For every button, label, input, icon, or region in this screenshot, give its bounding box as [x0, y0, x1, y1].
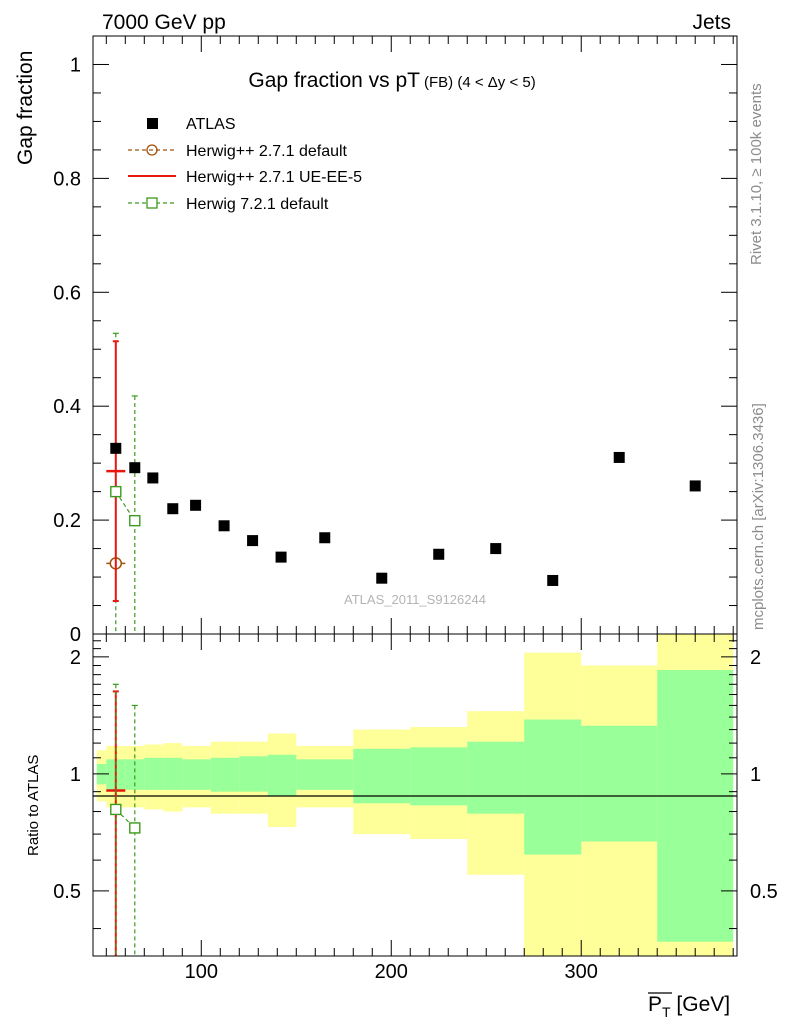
atlas-point — [376, 572, 388, 584]
atlas-point — [110, 442, 122, 454]
ratio-tick-label-right: 1 — [750, 764, 761, 786]
ratio-band-inner — [210, 757, 240, 792]
ratio-tick-label-right: 0.5 — [750, 881, 778, 903]
legend-label-herwigpp-default: Herwig++ 2.7.1 default — [186, 143, 348, 160]
ratio-panel: 100 200 300 0.5 0.5 1 1 2 2 — [53, 633, 778, 983]
mcplots-label: mcplots.cern.ch [arXiv:1306.3436] — [750, 403, 767, 630]
y-tick-label: 0 — [70, 624, 81, 646]
ratio-frame — [92, 633, 738, 957]
ratio-tick-label: 0.5 — [53, 881, 81, 903]
ratio-y-axis-label: Ratio to ATLAS — [25, 755, 42, 856]
ratio-herwig7-point — [110, 803, 122, 816]
ratio-band-inner — [524, 719, 582, 855]
chart-title: Gap fraction vs pT — [248, 69, 420, 92]
herwig7-point — [110, 485, 122, 498]
legend-label-herwig7: Herwig 7.2.1 default — [186, 196, 329, 213]
header-right: Jets — [692, 11, 731, 34]
ratio-band-inner — [239, 756, 268, 792]
y-tick-label: 0.4 — [53, 396, 81, 418]
chart-title-sub: (FB) (4 < Δy < 5) — [424, 74, 536, 91]
y-tick-label: 0.6 — [53, 282, 81, 304]
atlas-point — [613, 451, 625, 463]
x-axis-label: PT [GeV] — [648, 993, 730, 1020]
ratio-band-inner — [353, 748, 411, 804]
ratio-tick-label-right: 2 — [750, 647, 761, 669]
legend-label-atlas: ATLAS — [186, 116, 236, 133]
y-axis-label: Gap fraction — [14, 51, 37, 165]
header-left: 7000 GeV pp — [102, 11, 226, 34]
atlas-point — [547, 574, 559, 586]
atlas-point — [319, 532, 331, 544]
ratio-band-inner — [182, 759, 211, 790]
ratio-band-inner — [410, 747, 468, 806]
y-tick-label: 1 — [70, 54, 81, 76]
atlas-point — [218, 520, 230, 532]
ratio-herwig7-point — [129, 822, 141, 834]
y-tick-label: 0.2 — [53, 510, 81, 532]
watermark: ATLAS_2011_S9126244 — [344, 592, 486, 607]
y-tick-label: 0.8 — [53, 168, 81, 190]
legend-marker-herwigpp-default — [146, 144, 158, 156]
atlas-point — [689, 480, 701, 492]
ratio-band-inner — [163, 757, 183, 790]
ratio-band-inner — [267, 754, 297, 796]
ratio-band-inner — [467, 741, 525, 814]
x-tick-label: 100 — [185, 961, 218, 983]
atlas-point — [275, 551, 287, 563]
ratio-tick-label: 1 — [70, 764, 81, 786]
ratio-band-inner — [144, 757, 164, 790]
rivet-label: Rivet 3.1.10, ≥ 100k events — [748, 83, 765, 265]
x-tick-label: 200 — [375, 961, 408, 983]
atlas-point — [190, 499, 202, 511]
atlas-point — [167, 503, 179, 515]
ratio-band-inner — [581, 725, 658, 842]
atlas-point — [433, 548, 445, 560]
ratio-band-inner — [657, 670, 734, 942]
main-panel: ATLAS_2011_S9126244 0 0.2 0.4 0.6 0.8 1 — [53, 35, 738, 646]
atlas-point — [490, 543, 502, 555]
atlas-point — [147, 472, 159, 484]
ratio-tick-label: 2 — [70, 647, 81, 669]
herwig7-point — [129, 514, 141, 527]
ratio-band-inner — [296, 759, 354, 790]
legend-marker-herwig7 — [146, 197, 158, 209]
ratio-band-inner — [125, 759, 145, 790]
legend-marker-atlas — [147, 118, 158, 129]
legend: ATLAS Herwig++ 2.7.1 default Herwig++ 2.… — [128, 116, 362, 213]
ratio-bands — [96, 634, 734, 956]
legend-label-herwigpp-ueee5: Herwig++ 2.7.1 UE-EE-5 — [186, 169, 362, 186]
atlas-point — [129, 462, 141, 474]
x-tick-label: 300 — [565, 961, 598, 983]
atlas-point — [247, 535, 259, 547]
